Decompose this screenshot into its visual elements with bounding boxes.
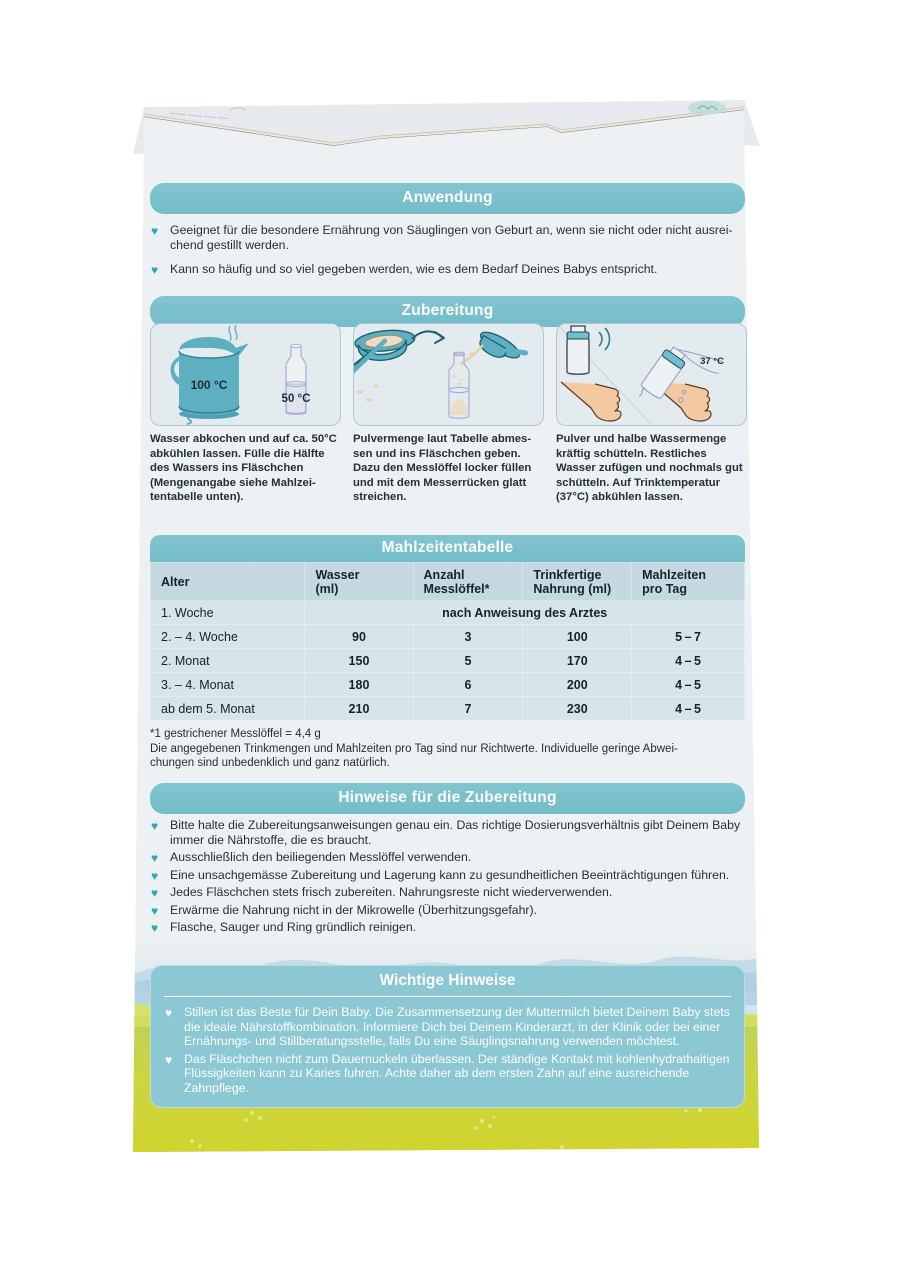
svg-text:50 °C: 50 °C — [282, 393, 311, 405]
svg-text:100 °C: 100 °C — [191, 378, 228, 392]
svg-text:37 °C: 37 °C — [700, 356, 724, 367]
